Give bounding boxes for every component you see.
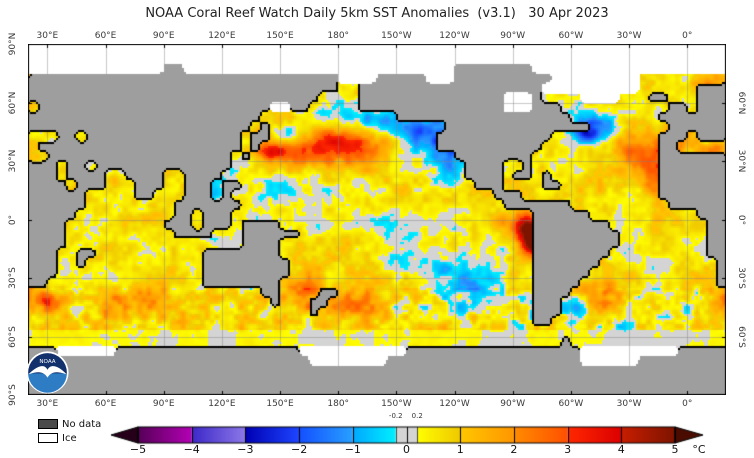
lon-label-top: 60°W [558, 31, 584, 41]
lon-label-bottom: 60°E [94, 399, 117, 409]
colorbar-tick-label: −5 [129, 443, 147, 456]
lon-label-bottom: 150°E [266, 399, 294, 409]
noaa-logo: NOAA [26, 351, 69, 394]
lon-label-bottom: 90°W [500, 399, 526, 409]
colorbar-inner-label: 0.2 [411, 412, 423, 420]
lon-label-bottom: 0° [682, 399, 693, 409]
legend-ice-label: Ice [62, 432, 77, 444]
noaa-logo-text: NOAA [39, 359, 55, 365]
legend-item-ice: Ice [38, 431, 101, 445]
lat-label-left: 0° [8, 214, 18, 225]
lat-label-right: 30°S [736, 267, 746, 289]
lon-label-top: 30°W [616, 31, 642, 41]
colorbar-canvas [105, 420, 709, 446]
colorbar-tick-label: −1 [344, 443, 361, 456]
legend-item-no-data: No data [38, 417, 101, 431]
lat-label-left: 90°N [8, 32, 18, 56]
lon-label-top: 60°E [94, 31, 117, 41]
lat-label-left: 90°S [8, 384, 18, 406]
lon-label-bottom: 150°W [381, 399, 412, 409]
lon-label-top: 90°E [152, 31, 175, 41]
colorbar-tick-label: 3 [564, 443, 572, 456]
lon-label-top: 180° [327, 31, 350, 41]
colorbar-inner-label: -0.2 [388, 412, 403, 420]
lat-label-left: 30°S [8, 267, 18, 289]
lat-label-right: 60°N [736, 91, 746, 114]
lon-label-top: 120°W [439, 31, 470, 41]
legend-no-data-swatch [38, 419, 58, 429]
lon-label-bottom: 180° [327, 399, 350, 409]
legend-no-data-label: No data [62, 418, 102, 430]
lon-label-bottom: 120°E [208, 399, 236, 409]
lon-label-bottom: 90°E [152, 399, 175, 409]
lon-label-top: 150°W [381, 31, 412, 41]
lon-label-top: 150°E [266, 31, 294, 41]
world-sst-anomaly-map-canvas [28, 44, 726, 395]
lat-label-left: 60°N [8, 91, 18, 114]
lat-label-left: 30°N [8, 149, 18, 173]
lon-label-top: 120°E [208, 31, 236, 41]
legend-ice-swatch [38, 433, 58, 443]
lat-label-right: 30°N [736, 149, 746, 173]
colorbar-unit-label: °C [692, 443, 706, 456]
lon-label-top: 30°E [36, 31, 59, 41]
colorbar-tick-label: 1 [456, 443, 464, 456]
colorbar-tick-label: 5 [671, 443, 679, 456]
seagull-icon [28, 366, 67, 378]
lon-label-bottom: 30°W [616, 399, 642, 409]
colorbar-tick-label: −3 [237, 443, 254, 456]
lon-label-top: 0° [682, 31, 693, 41]
map-title: NOAA Coral Reef Watch Daily 5km SST Anom… [145, 6, 609, 21]
map-legend: No data Ice [38, 417, 101, 445]
lon-label-bottom: 120°W [439, 399, 470, 409]
colorbar-tick-label: 4 [617, 443, 625, 456]
colorbar-tick-label: 0 [403, 443, 410, 456]
lat-label-right: 60°S [736, 325, 746, 348]
colorbar-tick-label: −2 [290, 443, 308, 456]
lon-label-top: 90°W [500, 31, 526, 41]
colorbar-tick-label: 2 [510, 443, 518, 456]
colorbar-tick-label: −4 [183, 443, 200, 456]
lat-label-right: 0° [736, 214, 746, 225]
lon-label-bottom: 30°E [36, 399, 59, 409]
lon-label-bottom: 60°W [558, 399, 584, 409]
lat-label-left: 60°S [8, 325, 18, 348]
